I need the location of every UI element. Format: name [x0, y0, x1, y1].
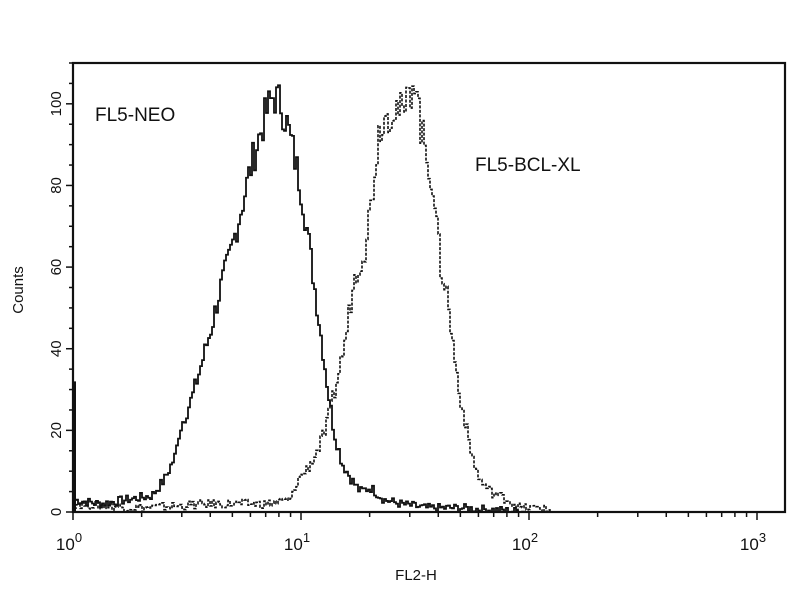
y-axis-label: Counts — [10, 266, 27, 314]
x-tick-label: 100 — [56, 530, 82, 554]
annotation-fl5-neo: FL5-NEO — [95, 105, 175, 126]
series-line-fl5-neo — [74, 84, 530, 513]
y-tick-label: 20 — [48, 422, 65, 439]
x-tick-label: 103 — [740, 530, 766, 554]
annotation-fl5-bcl-xl: FL5-BCL-XL — [475, 155, 581, 176]
x-tick-label: 101 — [284, 530, 310, 554]
x-axis-label: FL2-H — [395, 567, 437, 584]
plot-frame — [71, 61, 787, 514]
y-tick-label: 40 — [48, 340, 65, 357]
series-line-fl5-bcl-xl — [74, 85, 556, 513]
y-tick-label: 80 — [48, 177, 65, 194]
y-tick-label: 0 — [48, 508, 65, 516]
y-tick-label: 100 — [48, 91, 65, 116]
x-tick-label: 102 — [512, 530, 538, 554]
y-tick-label: 60 — [48, 259, 65, 276]
